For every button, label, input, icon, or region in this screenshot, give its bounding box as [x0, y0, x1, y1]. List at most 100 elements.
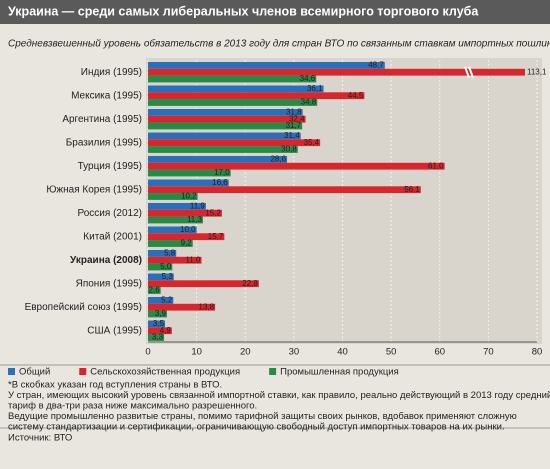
bar	[148, 156, 288, 163]
value-label: 22,8	[242, 279, 258, 288]
bar	[148, 303, 216, 311]
x-tick-label: 60	[434, 347, 445, 358]
x-tick-label: 80	[532, 347, 543, 358]
category-label: Россия (2012)	[78, 208, 142, 219]
bar	[148, 310, 167, 318]
bar	[148, 287, 161, 294]
value-label: 3,9	[155, 309, 167, 318]
bar-break	[464, 66, 474, 78]
value-label: 28,6	[270, 155, 286, 164]
value-label: 30,8	[281, 145, 297, 154]
category-label: Турция (1995)	[78, 161, 142, 172]
value-label: 32,4	[289, 114, 305, 123]
value-label: 3,5	[153, 319, 165, 328]
bar	[148, 115, 306, 123]
note: тариф в два-три раза ниже максимально ра…	[8, 401, 257, 412]
bar	[148, 226, 197, 234]
bar	[148, 139, 321, 147]
category-label: Япония (1995)	[76, 278, 142, 289]
x-tick-label: 70	[483, 347, 494, 358]
x-tick-label: 10	[191, 347, 202, 358]
chart-subtitle: Средневзвешенный уровень обязательств в …	[8, 38, 550, 50]
bar	[148, 75, 317, 83]
legend-label: Промышленная продукция	[280, 367, 399, 378]
bar	[148, 169, 231, 177]
bar	[148, 179, 229, 187]
value-label: 36,1	[307, 84, 323, 93]
category-label: Южная Корея (1995)	[46, 184, 142, 195]
value-label: 11,3	[187, 215, 203, 224]
value-label: 5,3	[162, 272, 174, 281]
chart-title: Украина — среди самых либеральных членов…	[8, 4, 479, 18]
bar	[148, 109, 303, 116]
bar	[148, 216, 203, 224]
bar	[148, 280, 259, 288]
bar	[148, 334, 165, 341]
value-label: 35,4	[304, 138, 320, 147]
value-label: 31,4	[284, 131, 300, 140]
bar	[148, 186, 421, 194]
bar	[148, 240, 193, 247]
value-label: 10,0	[180, 225, 196, 234]
category-label: Мексика (1995)	[71, 90, 142, 101]
note: систему стандартизации и сертификации, о…	[8, 422, 505, 433]
bar	[148, 85, 324, 93]
bar	[148, 256, 202, 264]
bar	[148, 122, 303, 130]
value-label: 17,0	[214, 168, 230, 177]
bar	[148, 327, 172, 335]
value-label: 5,2	[161, 296, 173, 305]
value-label: 10,2	[181, 192, 197, 201]
category-label: США (1995)	[87, 325, 142, 336]
category-label: Украина (2008)	[70, 255, 142, 266]
legend-label: Общий	[19, 367, 50, 378]
bar	[148, 209, 222, 217]
x-tick-label: 40	[337, 347, 348, 358]
bar	[148, 146, 298, 153]
bar	[148, 203, 206, 210]
x-tick-label: 30	[289, 347, 300, 358]
bar	[148, 92, 365, 100]
legend-label: Сельскохозяйственная продукция	[90, 367, 240, 378]
note: Ведущие промышленно развитые страны, пом…	[8, 411, 517, 422]
category-label: Аргентина (1995)	[62, 114, 142, 125]
bar	[148, 250, 177, 257]
bar	[148, 193, 198, 200]
category-label: Европейский союз (1995)	[25, 302, 142, 313]
bar	[148, 62, 385, 69]
legend-swatch	[269, 368, 277, 375]
value-label: 4,9	[160, 326, 172, 335]
note: *В скобках указан год вступления страны …	[8, 380, 222, 391]
value-label: 31,7	[286, 121, 302, 130]
bar	[148, 99, 318, 106]
value-label: 5,8	[164, 249, 176, 258]
value-label: 34,6	[300, 74, 316, 83]
category-label: Бразилия (1995)	[66, 137, 142, 148]
bar	[148, 233, 225, 241]
x-tick-label: 20	[240, 347, 251, 358]
value-label: 15,7	[208, 232, 224, 241]
note: У стран, имеющих высокий уровень связанн…	[8, 390, 550, 401]
value-label: 44,5	[348, 91, 364, 100]
value-label: 56,1	[404, 185, 420, 194]
value-label: 9,2	[181, 239, 193, 248]
value-label: 16,6	[212, 178, 228, 187]
x-tick-label: 0	[145, 347, 150, 358]
value-label: 15,2	[205, 208, 221, 217]
bar	[148, 320, 166, 328]
category-label: Китай (2001)	[83, 231, 142, 242]
value-label: 13,8	[199, 302, 215, 311]
source: Источник: ВТО	[8, 433, 72, 444]
value-label: 34,8	[301, 98, 317, 107]
bar	[148, 68, 525, 76]
bar	[148, 162, 445, 170]
value-label: 11,9	[190, 202, 206, 211]
bar	[148, 297, 174, 304]
bar	[148, 132, 301, 140]
bar	[148, 263, 173, 271]
value-label: 5,0	[160, 262, 172, 271]
value-label: 48,7	[368, 61, 384, 70]
value-label: 31,8	[286, 108, 302, 117]
legend-swatch	[79, 368, 87, 375]
